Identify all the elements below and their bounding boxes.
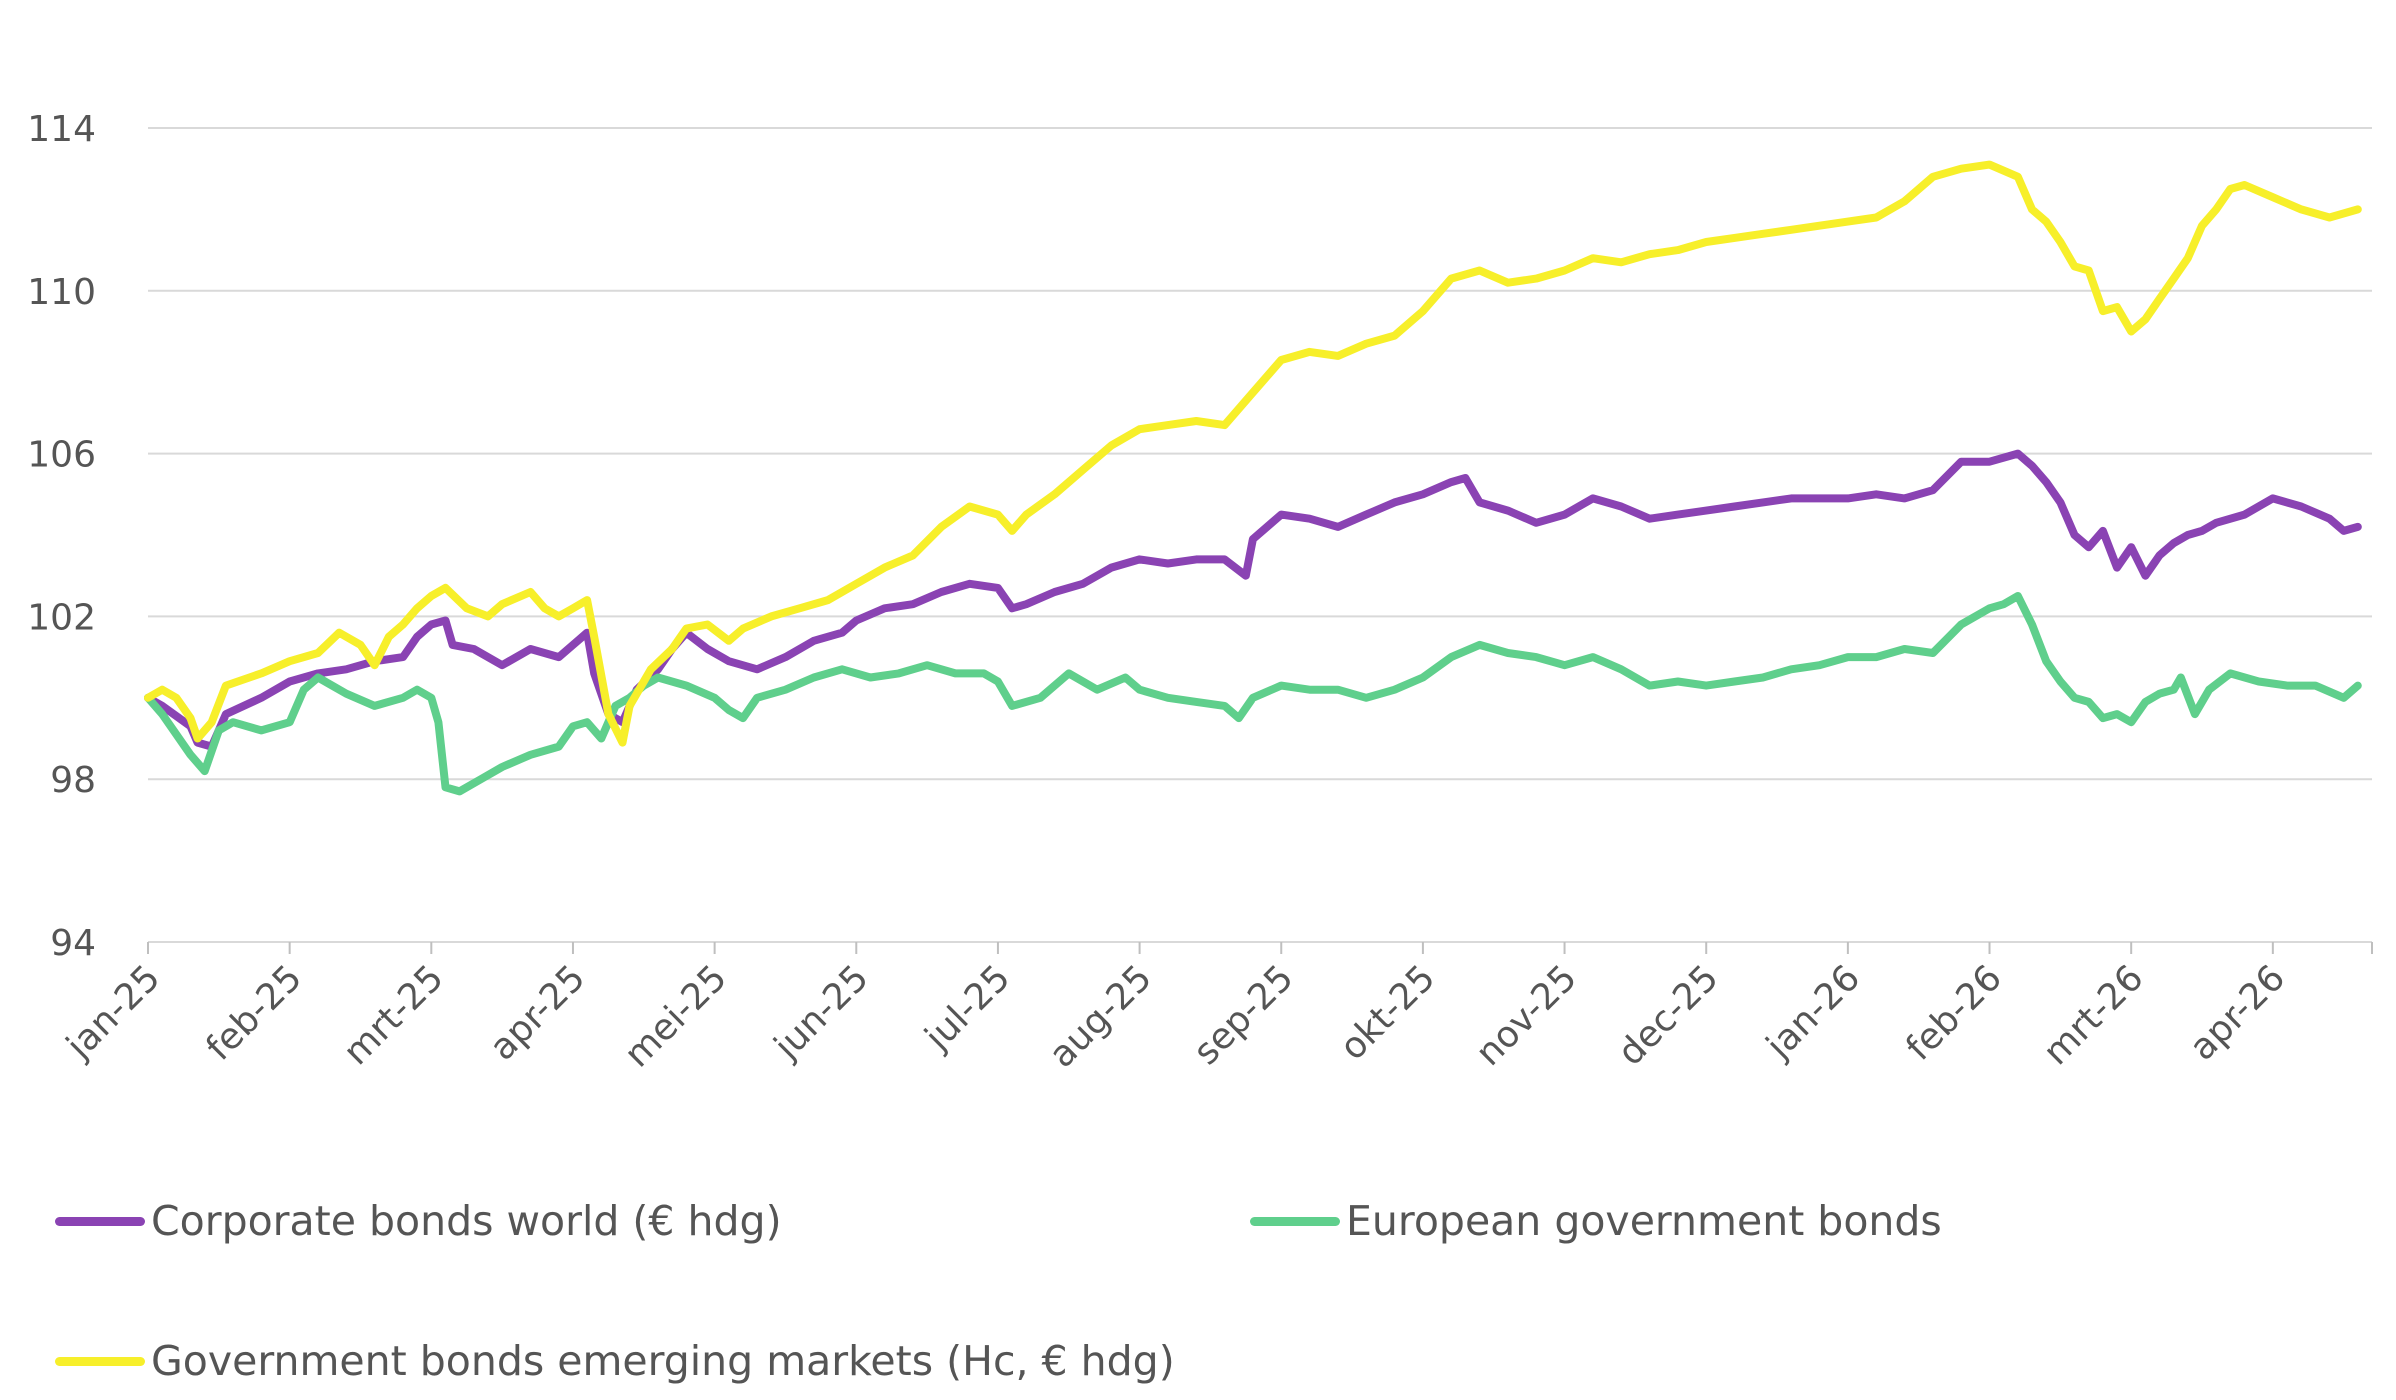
x-tick-label: jan-25 bbox=[58, 957, 168, 1067]
y-tick-label: 102 bbox=[27, 597, 96, 638]
x-tick-label: nov-25 bbox=[1468, 957, 1585, 1074]
series-european-government-bonds-line bbox=[144, 592, 2362, 796]
series-emerging-markets-bonds-line bbox=[144, 160, 2362, 747]
x-tick-label: aug-25 bbox=[1041, 957, 1159, 1075]
series-corporate-bonds-line bbox=[144, 449, 2362, 751]
legend-swatch-european-government-bonds bbox=[1250, 1216, 1340, 1226]
x-tick-label: okt-25 bbox=[1332, 957, 1443, 1068]
x-tick-label: sep-25 bbox=[1186, 957, 1302, 1073]
series-lines bbox=[144, 160, 2362, 796]
legend-swatch-emerging-markets-bonds bbox=[55, 1356, 145, 1366]
legend: Corporate bonds world (€ hdg) European g… bbox=[0, 1150, 2396, 1400]
x-axis: jan-25 feb-25 mrt-25 apr-25 mei-25 jun-25 jul-… bbox=[58, 941, 2373, 1076]
x-tick-label: mrt-25 bbox=[336, 957, 452, 1073]
x-tick-label: apr-26 bbox=[2182, 957, 2293, 1068]
x-tick-label: dec-25 bbox=[1610, 957, 1726, 1073]
y-tick-label: 98 bbox=[50, 760, 96, 801]
y-tick-label: 94 bbox=[50, 923, 96, 964]
x-tick-label: feb-25 bbox=[199, 957, 310, 1068]
legend-label-corporate-bonds: Corporate bonds world (€ hdg) bbox=[151, 1197, 782, 1245]
legend-swatch-corporate-bonds bbox=[55, 1216, 145, 1226]
x-tick-label: jul-25 bbox=[917, 957, 1019, 1059]
x-tick-label: jun-25 bbox=[766, 957, 877, 1068]
y-tick-label: 114 bbox=[27, 109, 96, 150]
y-axis: 94 98 102 106 110 114 bbox=[27, 109, 96, 964]
legend-label-european-government-bonds: European government bonds bbox=[1346, 1197, 1942, 1245]
x-tick-label: mei-25 bbox=[617, 957, 735, 1075]
legend-item-european-government-bonds: European government bonds bbox=[1250, 1197, 1942, 1245]
legend-item-emerging-markets-bonds: Government bonds emerging markets (Hc, €… bbox=[55, 1337, 1175, 1385]
x-tick-label: feb-26 bbox=[1899, 957, 2010, 1068]
x-tick-label: mrt-26 bbox=[2036, 957, 2152, 1073]
line-chart: 94 98 102 106 110 114 jan-25 feb-25 mrt-25 apr-2… bbox=[27, 109, 2373, 1076]
y-tick-label: 106 bbox=[27, 435, 96, 476]
y-tick-label: 110 bbox=[27, 272, 96, 313]
x-tick-label: jan-26 bbox=[1758, 957, 1868, 1067]
legend-label-emerging-markets-bonds: Government bonds emerging markets (Hc, €… bbox=[151, 1337, 1175, 1385]
legend-item-corporate-bonds: Corporate bonds world (€ hdg) bbox=[55, 1197, 782, 1245]
x-tick-label: apr-25 bbox=[482, 957, 593, 1068]
gridlines bbox=[148, 127, 2372, 781]
